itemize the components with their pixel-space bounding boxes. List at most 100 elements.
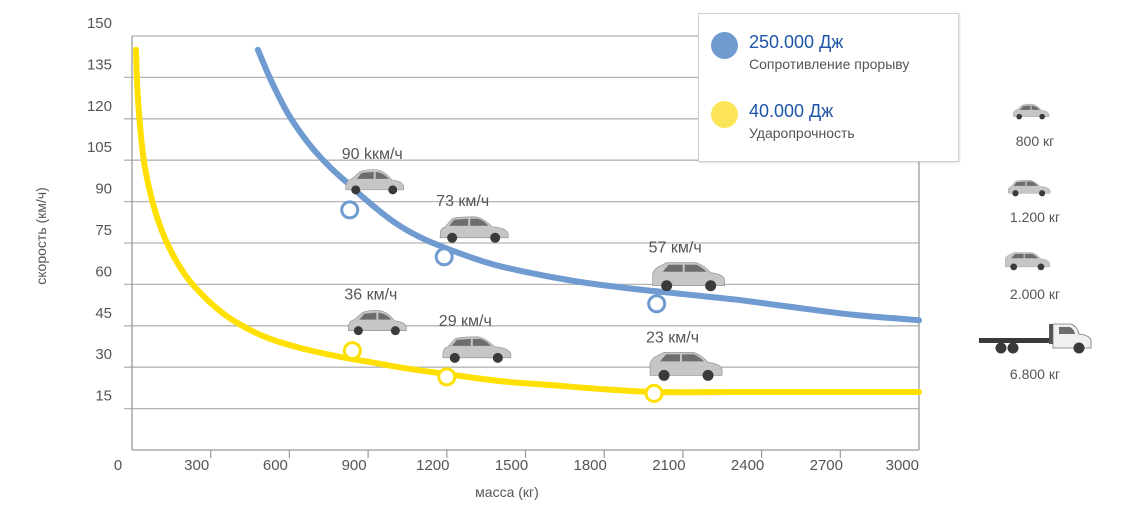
y-tick-label: 150 [87, 15, 112, 32]
wheel [1073, 342, 1085, 354]
data-label: 23 км/ч [646, 329, 699, 346]
compact-hatchback-graphic [1008, 180, 1051, 197]
x-tick-label: 1200 [416, 457, 449, 474]
truck-window [1059, 327, 1075, 334]
x-tick-label: 300 [184, 457, 209, 474]
compact-hatchback-icon [439, 216, 509, 243]
truck-shape [979, 323, 1092, 354]
car-window [451, 338, 471, 346]
flatbed-truck-icon [979, 320, 1095, 356]
y-tick-label: 135 [87, 56, 112, 73]
series-line-1 [132, 46, 922, 396]
truck-headboard [1049, 324, 1053, 344]
vehicle-weight-label: 1.200 кг [1009, 209, 1061, 225]
truck-cab [1052, 323, 1092, 349]
car-window [449, 218, 469, 226]
suv-icon [1005, 252, 1059, 282]
wheel [661, 280, 673, 292]
x-tick-label: 2700 [810, 457, 843, 474]
x-tick-label: 1800 [574, 457, 607, 474]
series-line-0 [254, 46, 922, 324]
y-axis-title: скорость (км/ч) [33, 187, 49, 285]
car-window [378, 312, 392, 320]
data-point-marker [437, 367, 457, 387]
wheel [1007, 342, 1019, 354]
wheel [705, 280, 717, 292]
legend-dot-yellow [711, 101, 738, 128]
data-label: 29 км/ч [439, 313, 492, 330]
small-hatchback-shape [1013, 103, 1050, 120]
data-point-marker [342, 341, 362, 361]
x-tick-label: 2400 [731, 457, 764, 474]
data-label: 73 км/ч [436, 193, 489, 210]
compact-hatchback-icon [1008, 179, 1056, 206]
truck-bed [979, 338, 1053, 343]
suv-graphic [1005, 252, 1050, 271]
data-label: 90 kкм/ч [342, 146, 403, 163]
legend-description: Ударопрочность [749, 125, 855, 141]
small-hatchback-icon [345, 169, 405, 195]
car-window [359, 312, 377, 320]
series-layer [132, 46, 922, 396]
markers-layer: 90 kкм/ч 73 км/ч 57 км/ч 36 км/ч 29 км/ч 23 к… [340, 146, 725, 403]
data-point-marker [644, 383, 664, 403]
y-tick-label: 75 [95, 222, 112, 239]
suv-icon [649, 352, 723, 381]
wheel [390, 326, 400, 336]
compact-hatchback-icon [442, 336, 512, 363]
wheel [1016, 113, 1022, 120]
y-tick-label: 45 [95, 305, 112, 322]
car-window [356, 171, 374, 179]
car-window [662, 264, 683, 272]
wheel [388, 185, 398, 195]
vehicle-weight-label: 2.000 кг [1009, 286, 1061, 302]
car-window [375, 171, 389, 179]
small-hatchback-icon [1013, 103, 1053, 129]
legend-value: 40.000 Дж [749, 101, 834, 121]
compact-hatchback-shape [1008, 180, 1051, 197]
car-window [472, 338, 491, 346]
data-point-marker [647, 294, 667, 314]
legend-dot-blue [711, 32, 738, 59]
x-tick-label: 900 [342, 457, 367, 474]
y-tick-label: 105 [87, 139, 112, 156]
wheel [449, 352, 460, 363]
wheel [492, 352, 503, 363]
wheel [995, 342, 1007, 354]
car-window [470, 218, 489, 226]
x-tick-label: 3000 [886, 457, 919, 474]
vehicle-weight-label: 6.800 кг [1009, 366, 1061, 382]
wheel [351, 185, 361, 195]
y-tick-label: 60 [95, 263, 112, 280]
wheel [447, 232, 458, 243]
car-window [660, 354, 681, 362]
car-window [1013, 181, 1026, 186]
x-tick-label: 600 [263, 457, 288, 474]
y-tick-label: 120 [87, 98, 112, 115]
wheel [1012, 190, 1019, 197]
y-tick-label: 90 [95, 181, 112, 198]
wheel [702, 369, 714, 381]
car-window [1031, 105, 1040, 110]
small-hatchback-graphic [1013, 103, 1050, 120]
wheel [1037, 263, 1045, 271]
truck-graphic [979, 323, 1092, 354]
data-label: 36 км/ч [344, 287, 397, 304]
legend-value: 250.000 Дж [749, 32, 844, 52]
y-zero-label: 0 [114, 457, 122, 474]
suv-shape [1005, 252, 1050, 271]
car-window [1011, 253, 1024, 259]
car-window [1024, 253, 1039, 259]
legend-description: Сопротивление прорыву [749, 56, 910, 72]
vehicle-weight-label: 800 кг [1015, 133, 1055, 149]
y-tick-label: 30 [95, 346, 112, 363]
wheel [1039, 113, 1045, 120]
x-tick-label: 2100 [652, 457, 685, 474]
data-point-marker [340, 200, 360, 220]
x-axis-title: масса (кг) [475, 484, 539, 500]
wheel [353, 326, 363, 336]
wheel [1039, 190, 1046, 197]
car-window [1026, 181, 1038, 186]
